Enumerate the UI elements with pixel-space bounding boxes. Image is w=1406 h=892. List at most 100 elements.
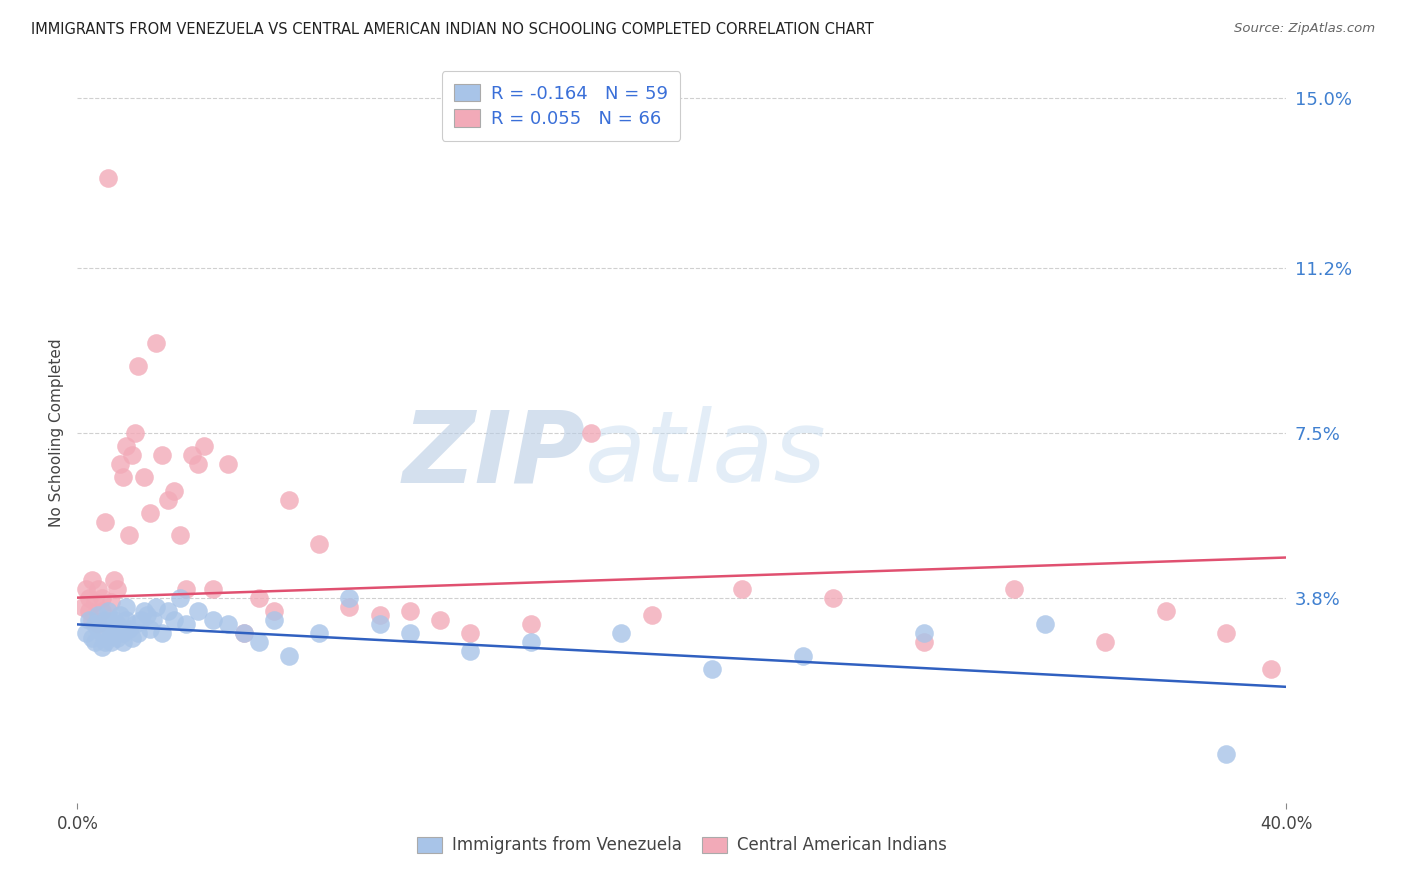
Point (163, 613, 186, 627)
Point (96, 604, 118, 618)
Point (150, 626, 173, 640)
Point (103, 613, 125, 627)
Point (121, 631, 143, 645)
Point (93, 613, 115, 627)
Point (247, 635, 270, 649)
Point (581, 425, 603, 440)
Point (79, 591, 101, 605)
Point (132, 470, 155, 484)
Point (124, 425, 146, 440)
Point (90, 604, 112, 618)
Point (93, 635, 115, 649)
Point (72, 599, 94, 614)
Point (163, 483, 186, 498)
Point (202, 582, 225, 596)
Point (368, 608, 391, 623)
Point (79, 604, 101, 618)
Point (150, 448, 173, 462)
Point (202, 613, 225, 627)
Text: ZIP: ZIP (402, 407, 585, 503)
Point (100, 635, 122, 649)
Point (232, 626, 254, 640)
Point (308, 537, 330, 551)
Point (232, 626, 254, 640)
Point (792, 648, 814, 663)
Point (135, 608, 157, 623)
Point (157, 492, 180, 507)
Point (174, 582, 197, 596)
Point (108, 457, 131, 471)
Point (187, 604, 209, 618)
Point (103, 626, 125, 640)
Point (399, 626, 422, 640)
Point (114, 599, 136, 614)
Point (368, 617, 391, 632)
Point (82, 573, 104, 587)
Point (103, 573, 125, 587)
Point (127, 626, 149, 640)
Point (174, 617, 197, 632)
Point (139, 506, 162, 520)
Point (337, 591, 360, 605)
Point (90, 626, 112, 640)
Point (142, 613, 165, 627)
Point (169, 528, 191, 542)
Point (731, 582, 754, 596)
Point (90, 640, 112, 654)
Point (193, 439, 215, 453)
Point (912, 626, 935, 640)
Point (100, 595, 122, 609)
Point (641, 608, 664, 623)
Point (82, 631, 104, 645)
Point (108, 622, 131, 636)
Point (821, 591, 844, 605)
Point (87, 608, 110, 623)
Point (75, 626, 97, 640)
Point (520, 617, 543, 632)
Point (458, 644, 481, 658)
Point (111, 626, 134, 640)
Point (145, 599, 167, 614)
Point (610, 626, 633, 640)
Point (105, 582, 128, 596)
Point (82, 613, 104, 627)
Point (121, 448, 143, 462)
Point (308, 626, 330, 640)
Point (118, 622, 141, 636)
Point (87, 582, 110, 596)
Point (399, 604, 422, 618)
Point (96, 617, 118, 632)
Point (1094, 635, 1116, 649)
Point (105, 617, 128, 632)
Point (169, 591, 191, 605)
Point (157, 604, 180, 618)
Point (139, 622, 162, 636)
Point (520, 635, 543, 649)
Legend: Immigrants from Venezuela, Central American Indians: Immigrants from Venezuela, Central Ameri… (411, 830, 953, 861)
Point (702, 662, 724, 676)
Point (84, 617, 107, 632)
Point (278, 648, 301, 663)
Y-axis label: No Schooling Completed: No Schooling Completed (49, 338, 65, 527)
Point (263, 604, 285, 618)
Point (114, 613, 136, 627)
Point (458, 626, 481, 640)
Point (337, 599, 360, 614)
Point (218, 617, 240, 632)
Point (1154, 604, 1177, 618)
Text: atlas: atlas (585, 407, 827, 503)
Point (145, 336, 167, 351)
Point (124, 617, 146, 632)
Point (1215, 626, 1237, 640)
Point (108, 608, 131, 623)
Point (912, 635, 935, 649)
Point (111, 635, 134, 649)
Point (1004, 582, 1026, 596)
Point (79, 613, 101, 627)
Point (84, 635, 107, 649)
Point (87, 622, 110, 636)
Point (278, 492, 301, 507)
Point (90, 591, 112, 605)
Point (429, 613, 451, 627)
Point (111, 470, 134, 484)
